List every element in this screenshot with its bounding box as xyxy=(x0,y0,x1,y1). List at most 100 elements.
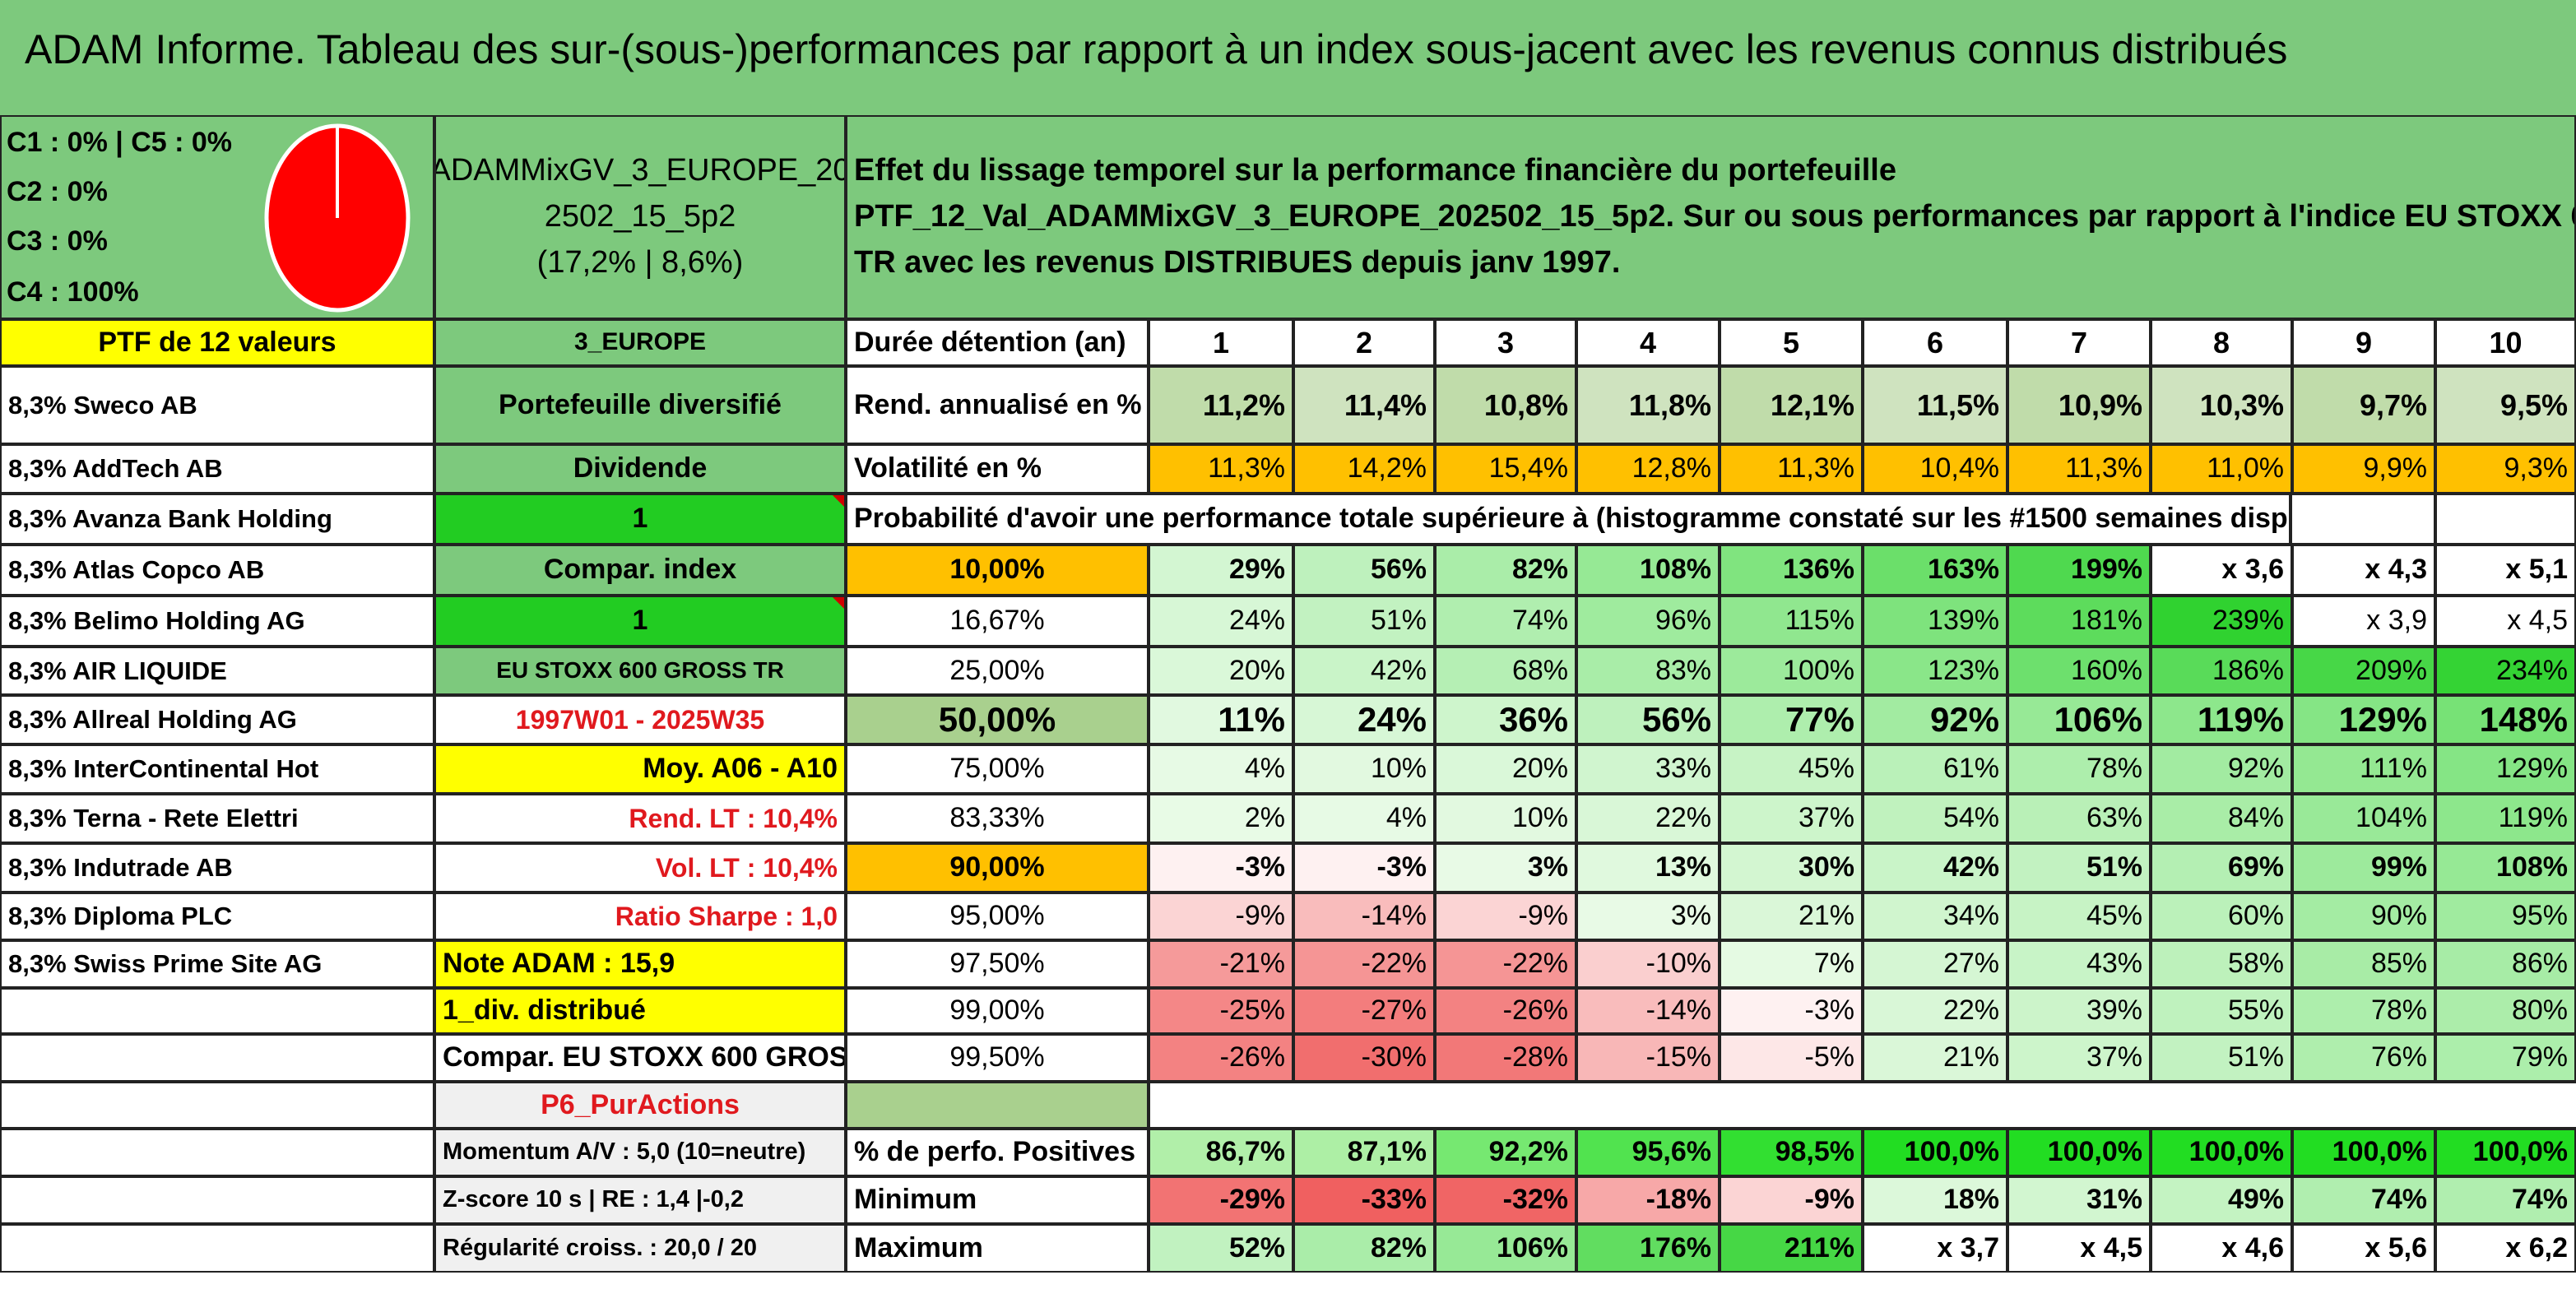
pos-cell-2: 87,1% xyxy=(1293,1129,1435,1176)
prob-cell-4-2: 24% xyxy=(1293,695,1435,744)
info-13: Note ADAM : 15,9 xyxy=(434,940,846,988)
vol-cell-7: 11,3% xyxy=(2007,444,2151,494)
rend-cell-3: 10,8% xyxy=(1435,366,1576,444)
vol-cell-6: 10,4% xyxy=(1863,444,2007,494)
prob-cell-9-2: -22% xyxy=(1293,940,1435,988)
bottom-info-3: Régularité croiss. : 20,0 / 20 xyxy=(434,1224,846,1273)
max-cell-6: x 3,7 xyxy=(1863,1224,2007,1273)
info-5: Compar. index xyxy=(434,545,846,596)
prob-cell-2-3: 74% xyxy=(1435,596,1576,647)
category-line-2: C2 : 0% xyxy=(7,176,108,207)
pos-cell-10: 100,0% xyxy=(2435,1129,2576,1176)
info-4: 1 xyxy=(434,494,846,545)
prob-cell-6-2: 4% xyxy=(1293,794,1435,843)
category-line-4: C4 : 100% xyxy=(7,276,139,308)
rend-cell-7: 10,9% xyxy=(2007,366,2151,444)
threshold-8333: 83,33% xyxy=(846,794,1149,843)
description-line-1: Effet du lissage temporel sur la perform… xyxy=(854,153,1896,188)
threshold-9900: 99,00% xyxy=(846,988,1149,1034)
year-header-10: 10 xyxy=(2435,319,2576,366)
prob-cell-10-2: -27% xyxy=(1293,988,1435,1034)
prob-label: Probabilité d'avoir une performance tota… xyxy=(846,494,2291,545)
prob-cell-4-4: 56% xyxy=(1576,695,1720,744)
prob-cell-9-3: -22% xyxy=(1435,940,1576,988)
prob-cell-4-6: 92% xyxy=(1863,695,2007,744)
info-1: 3_EUROPE xyxy=(434,319,846,366)
vol-cell-9: 9,9% xyxy=(2292,444,2435,494)
prob-cell-2-2: 51% xyxy=(1293,596,1435,647)
prob-cell-2-4: 96% xyxy=(1576,596,1720,647)
max-cell-2: 82% xyxy=(1293,1224,1435,1273)
rend-cell-8: 10,3% xyxy=(2151,366,2292,444)
pos-cell-9: 100,0% xyxy=(2292,1129,2435,1176)
rend-label: Rend. annualisé en % xyxy=(846,366,1149,444)
prob-cell-10-8: 55% xyxy=(2151,988,2292,1034)
prob-cell-4-7: 106% xyxy=(2007,695,2151,744)
prob-cell-6-6: 54% xyxy=(1863,794,2007,843)
prob-cell-1-4: 108% xyxy=(1576,545,1720,596)
holding-empty-13 xyxy=(0,988,434,1034)
max-cell-3: 106% xyxy=(1435,1224,1576,1273)
info-10: Rend. LT : 10,4% xyxy=(434,794,846,843)
threshold-9750: 97,50% xyxy=(846,940,1149,988)
prob-cell-3-7: 160% xyxy=(2007,647,2151,695)
prob-cell-9-6: 27% xyxy=(1863,940,2007,988)
info-16: P6_PurActions xyxy=(434,1082,846,1129)
info-11: Vol. LT : 10,4% xyxy=(434,843,846,893)
pos-cell-4: 95,6% xyxy=(1576,1129,1720,1176)
prob-cell-5-2: 10% xyxy=(1293,744,1435,794)
max-cell-9: x 5,6 xyxy=(2292,1224,2435,1273)
prob-cell-2-1: 24% xyxy=(1149,596,1293,647)
year-header-5: 5 xyxy=(1720,319,1863,366)
prob-cell-9-10: 86% xyxy=(2435,940,2576,988)
prob-label-pad-10 xyxy=(2435,494,2576,545)
prob-cell-1-3: 82% xyxy=(1435,545,1576,596)
holding-empty-16 xyxy=(0,1129,434,1176)
threshold-1667: 16,67% xyxy=(846,596,1149,647)
info-3: Dividende xyxy=(434,444,846,494)
prob-cell-7-4: 13% xyxy=(1576,843,1720,893)
prob-cell-1-7: 199% xyxy=(2007,545,2151,596)
prob-cell-5-8: 92% xyxy=(2151,744,2292,794)
holding-12: 8,3% Swiss Prime Site AG xyxy=(0,940,434,988)
prob-cell-5-5: 45% xyxy=(1720,744,1863,794)
prob-cell-11-8: 51% xyxy=(2151,1034,2292,1082)
bottom-info-1: Momentum A/V : 5,0 (10=neutre) xyxy=(434,1129,846,1176)
prob-cell-3-5: 100% xyxy=(1720,647,1863,695)
prob-cell-5-9: 111% xyxy=(2292,744,2435,794)
category-line-3: C3 : 0% xyxy=(7,225,108,257)
prob-cell-9-4: -10% xyxy=(1576,940,1720,988)
prob-cell-6-9: 104% xyxy=(2292,794,2435,843)
year-header-2: 2 xyxy=(1293,319,1435,366)
info-6: 1 xyxy=(434,596,846,647)
title-gap xyxy=(0,100,2576,115)
holding-empty-18 xyxy=(0,1224,434,1273)
prob-cell-1-10: x 5,1 xyxy=(2435,545,2576,596)
prob-cell-5-6: 61% xyxy=(1863,744,2007,794)
rend-cell-4: 11,8% xyxy=(1576,366,1720,444)
prob-cell-10-5: -3% xyxy=(1720,988,1863,1034)
info-15: Compar. EU STOXX 600 GROSS TR xyxy=(434,1034,846,1082)
bottom-info-2: Z-score 10 s | RE : 1,4 |-0,2 xyxy=(434,1176,846,1224)
portfolio-box: ADAMMixGV_3_EUROPE_20 2502_15_5p2 (17,2%… xyxy=(434,115,846,319)
prob-cell-2-8: 239% xyxy=(2151,596,2292,647)
rend-cell-1: 11,2% xyxy=(1149,366,1293,444)
vol-cell-4: 12,8% xyxy=(1576,444,1720,494)
prob-cell-1-2: 56% xyxy=(1293,545,1435,596)
ptf-header: PTF de 12 valeurs xyxy=(0,319,434,366)
prob-cell-5-3: 20% xyxy=(1435,744,1576,794)
max-cell-7: x 4,5 xyxy=(2007,1224,2151,1273)
prob-cell-9-5: 7% xyxy=(1720,940,1863,988)
holding-6: 8,3% AIR LIQUIDE xyxy=(0,647,434,695)
holding-7: 8,3% Allreal Holding AG xyxy=(0,695,434,744)
vol-label: Volatilité en % xyxy=(846,444,1149,494)
threshold-9000: 90,00% xyxy=(846,843,1149,893)
info-14: 1_div. distribué xyxy=(434,988,846,1034)
pos-cell-8: 100,0% xyxy=(2151,1129,2292,1176)
prob-cell-3-9: 209% xyxy=(2292,647,2435,695)
prob-cell-8-7: 45% xyxy=(2007,893,2151,940)
portfolio-line-1: ADAMMixGV_3_EUROPE_20 xyxy=(434,153,846,188)
prob-cell-9-9: 85% xyxy=(2292,940,2435,988)
holding-10: 8,3% Indutrade AB xyxy=(0,843,434,893)
